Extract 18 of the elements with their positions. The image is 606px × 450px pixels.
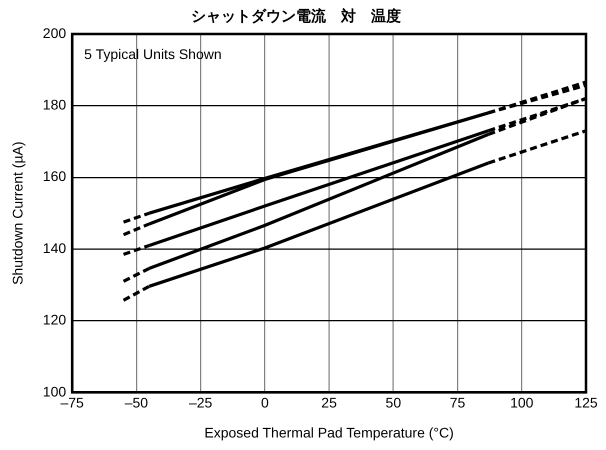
y-tick-label: 200 <box>42 24 66 41</box>
y-axis-title: Shutdown Current (µA) <box>9 141 26 285</box>
x-axis-title: Exposed Thermal Pad Temperature (°C) <box>204 424 454 440</box>
x-tick-label: –50 <box>124 394 148 411</box>
x-tick-label: 75 <box>450 394 466 411</box>
annotation: 5 Typical Units Shown <box>84 46 222 62</box>
x-tick-label: 50 <box>386 394 402 411</box>
chart-title: シャットダウン電流 対 温度 <box>191 7 401 26</box>
y-tick-label: 100 <box>42 383 66 400</box>
x-tick-label: 125 <box>574 394 598 411</box>
x-tick-label: 25 <box>321 394 338 411</box>
x-tick-label: 100 <box>510 394 534 411</box>
y-tick-label: 160 <box>42 168 66 184</box>
y-tick-label: 140 <box>42 240 66 256</box>
x-tick-label: 0 <box>260 394 269 411</box>
x-tick-label: –25 <box>188 394 213 411</box>
y-tick-label: 120 <box>42 312 66 328</box>
y-tick-label: 180 <box>42 96 66 113</box>
